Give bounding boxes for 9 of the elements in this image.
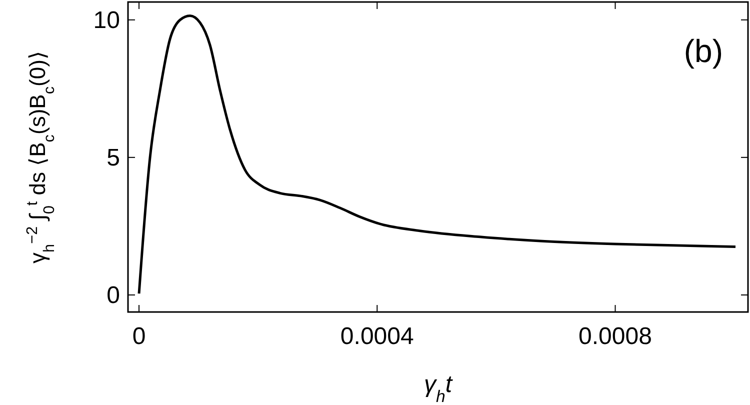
x-tick-label: 0.0004 — [340, 323, 414, 350]
y-tick-label: 5 — [106, 144, 120, 172]
annotation: (b) — [684, 33, 723, 69]
x-axis-title: γ$_{h}$t — [424, 371, 454, 405]
y-tick-label: 0 — [106, 282, 120, 309]
y-tick-label: 10 — [93, 6, 120, 34]
x-tick-label: 0 — [132, 323, 146, 350]
line-series — [138, 14, 737, 295]
x-tick-label: 0.0008 — [578, 323, 652, 350]
